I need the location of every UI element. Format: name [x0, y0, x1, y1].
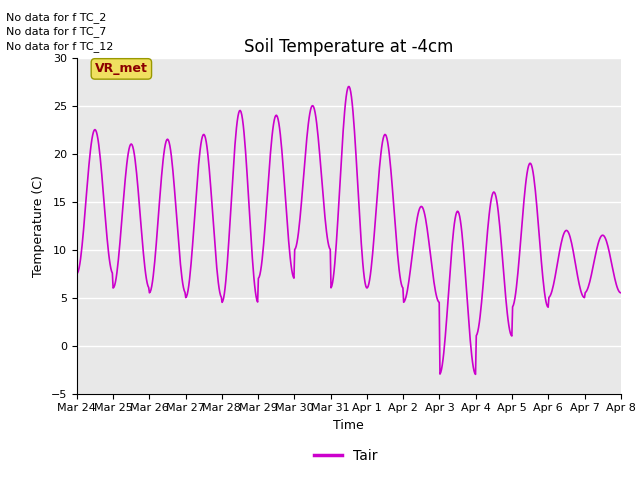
Y-axis label: Temperature (C): Temperature (C) — [32, 175, 45, 276]
Text: No data for f TC_7: No data for f TC_7 — [6, 26, 107, 37]
Text: No data for f TC_12: No data for f TC_12 — [6, 41, 114, 52]
X-axis label: Time: Time — [333, 419, 364, 432]
Text: No data for f TC_2: No data for f TC_2 — [6, 12, 107, 23]
Title: Soil Temperature at -4cm: Soil Temperature at -4cm — [244, 38, 454, 56]
Legend: Tair: Tair — [308, 443, 383, 468]
Text: VR_met: VR_met — [95, 62, 148, 75]
